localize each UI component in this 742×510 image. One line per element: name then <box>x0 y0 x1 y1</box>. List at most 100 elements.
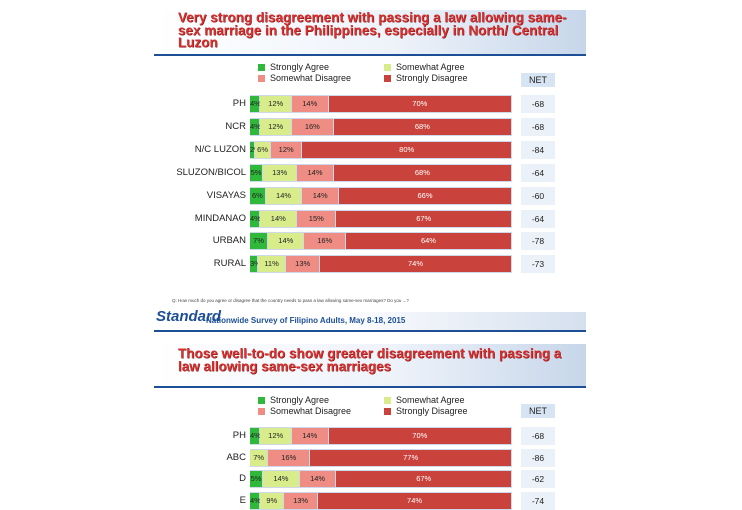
legend-swatch <box>384 408 391 415</box>
bar-segment: 14% <box>265 187 302 204</box>
chart-panel-class: Those well-to-do show greater disagreeme… <box>154 344 586 510</box>
standard-logo: Standard <box>156 308 222 325</box>
net-value: -68 <box>521 117 555 136</box>
legend-swatch <box>384 64 391 71</box>
category-label: ABC <box>226 451 246 463</box>
bar-segment: 14% <box>299 471 336 487</box>
bar-row: 5% 13% 14% 68% <box>250 163 512 182</box>
legend-swatch <box>258 408 265 415</box>
bar-segment: 6% <box>250 187 265 204</box>
chart-panel-regions: Very strong disagreement with passing a … <box>154 10 586 332</box>
bar-segment: 74% <box>318 492 511 509</box>
chart-title: Very strong disagreement with passing a … <box>178 10 567 50</box>
bar-segment: 70% <box>328 428 511 444</box>
net-value: -68 <box>521 427 555 445</box>
bar-row: 3% 11% 13% 74% <box>250 255 512 274</box>
bar-row: 6% 14% 14% 66% <box>250 186 512 205</box>
bar-row: 7% 14% 16% 64% <box>250 232 512 251</box>
bar-segment: 68% <box>333 164 511 181</box>
bar-segment: 7% <box>250 233 268 250</box>
bar-segment: 16% <box>304 233 345 250</box>
bar-segment: 6% <box>255 141 270 158</box>
bar-segment: 14% <box>291 428 328 444</box>
legend-somewhat-disagree: Somewhat Disagree <box>258 406 351 416</box>
bar-segment: 70% <box>328 96 511 112</box>
legend-strongly-disagree: Strongly Disagree <box>384 406 468 416</box>
bar-segment: 68% <box>333 118 511 135</box>
legend-swatch <box>384 75 391 82</box>
bar-segment: 12% <box>260 428 291 444</box>
bar-row: 4% 14% 15% 67% <box>250 209 512 228</box>
survey-caption: Nationwide Survey of Filipino Adults, Ma… <box>206 316 406 325</box>
bar-segment: 4% <box>250 492 261 509</box>
bar-segment: 12% <box>260 96 291 112</box>
legend-swatch <box>258 64 265 71</box>
net-value: -73 <box>521 255 555 274</box>
category-label: VISAYAS <box>206 189 246 201</box>
bar-segment: 14% <box>268 233 304 250</box>
legend-somewhat-agree: Somewhat Agree <box>384 62 465 72</box>
net-value: -84 <box>521 140 555 159</box>
legend-somewhat-disagree: Somewhat Disagree <box>258 73 351 83</box>
bar-segment: 4% <box>250 96 261 112</box>
bar-segment: 5% <box>250 471 263 487</box>
category-label: PH <box>232 98 246 109</box>
legend-swatch <box>258 397 265 404</box>
bar-segment: 3% <box>250 256 261 273</box>
legend-somewhat-agree: Somewhat Agree <box>384 395 465 405</box>
net-value: -86 <box>521 448 555 467</box>
chart-title: Those well-to-do show greater disagreeme… <box>178 346 562 374</box>
bar-segment: 15% <box>297 210 336 227</box>
bar-segment: 9% <box>260 492 284 509</box>
question-text: Q: How much do you agree or disagree tha… <box>172 298 409 303</box>
bar-row: 4% 12% 14% 70% <box>250 95 512 113</box>
category-label: NCR <box>225 120 246 132</box>
legend-swatch <box>384 397 391 404</box>
bar-segment: 2% <box>250 141 261 158</box>
bar-segment: 13% <box>286 256 320 273</box>
net-value: -64 <box>521 163 555 182</box>
net-value: -68 <box>521 95 555 113</box>
bar-segment: 14% <box>302 187 339 204</box>
bar-segment: 4% <box>250 118 261 135</box>
bar-segment: 14% <box>263 471 299 487</box>
bar-segment: 77% <box>310 449 511 466</box>
bar-segment: 16% <box>268 449 310 466</box>
category-label: RURAL <box>213 258 246 270</box>
bar-segment: 16% <box>291 118 333 135</box>
net-value: -74 <box>521 491 555 510</box>
bar-segment: 74% <box>320 256 511 273</box>
category-label: D <box>239 473 246 484</box>
category-label: N/C LUZON <box>194 143 246 155</box>
bar-row: 7% 16% 77% <box>250 448 512 467</box>
bar-segment: 7% <box>250 449 268 466</box>
bar-segment: 12% <box>270 141 302 158</box>
bar-row: 4% 12% 16% 68% <box>250 117 512 136</box>
legend-strongly-agree: Strongly Agree <box>258 395 329 405</box>
bar-segment: 13% <box>284 492 318 509</box>
bar-segment: 4% <box>250 210 261 227</box>
category-label: E <box>239 494 246 506</box>
bar-segment: 4% <box>250 428 261 444</box>
category-label: PH <box>232 430 246 441</box>
title-banner: Those well-to-do show greater disagreeme… <box>154 344 586 388</box>
net-value: -64 <box>521 209 555 228</box>
footer-bar: Standard Nationwide Survey of Filipino A… <box>154 308 586 332</box>
bar-segment: 67% <box>336 210 511 227</box>
bar-segment: 80% <box>302 141 511 158</box>
category-label: MINDANAO <box>194 212 246 224</box>
title-banner: Very strong disagreement with passing a … <box>154 10 586 56</box>
bar-row: 4% 12% 14% 70% <box>250 427 512 445</box>
legend-swatch <box>258 75 265 82</box>
bar-row: 4% 9% 13% 74% <box>250 491 512 510</box>
bar-segment: 12% <box>260 118 291 135</box>
net-value: -62 <box>521 470 555 488</box>
bar-segment: 13% <box>263 164 297 181</box>
bar-segment: 67% <box>336 471 511 487</box>
net-value: -60 <box>521 186 555 205</box>
net-header: NET <box>521 404 555 418</box>
bar-segment: 64% <box>345 233 511 250</box>
legend-strongly-agree: Strongly Agree <box>258 62 329 72</box>
category-label: SLUZON/BICOL <box>176 166 246 178</box>
net-header: NET <box>521 73 555 87</box>
